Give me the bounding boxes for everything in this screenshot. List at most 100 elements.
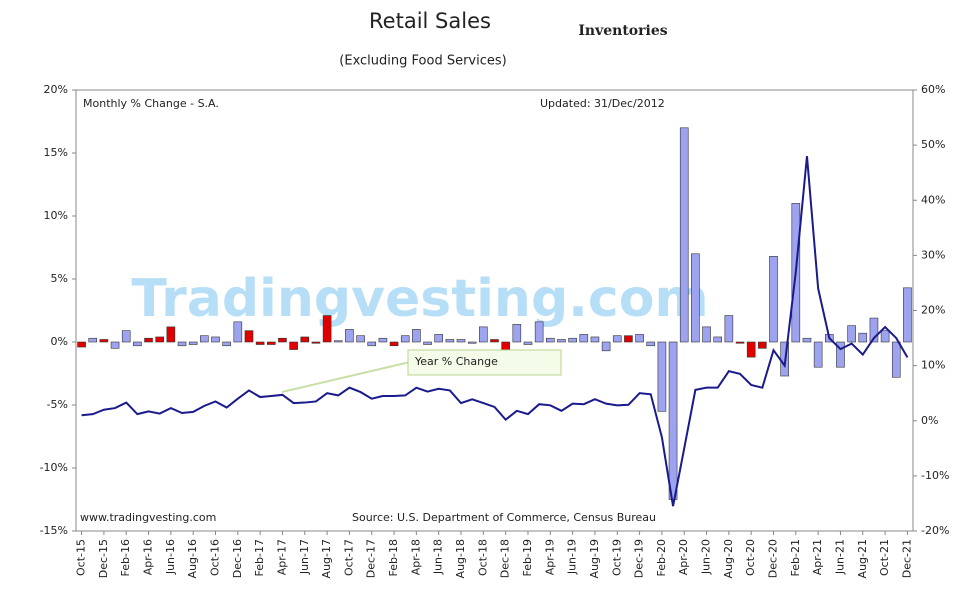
bar	[523, 341, 533, 345]
y2-tick-label: 30%	[921, 248, 945, 261]
x-tick-label: Feb-19	[521, 539, 534, 576]
y2-tick-label: 40%	[921, 193, 945, 206]
bar	[557, 339, 566, 343]
bar	[423, 341, 432, 345]
bar	[668, 341, 678, 500]
source-note: Source: U.S. Department of Commerce, Cen…	[352, 511, 656, 524]
x-tick-label: Oct-16	[209, 539, 222, 576]
x-tick-label: Dec-18	[499, 539, 512, 578]
bar	[367, 341, 377, 347]
bar	[891, 341, 901, 378]
x-tick-label: Apr-20	[677, 539, 690, 575]
x-tick-label: Dec-15	[97, 539, 110, 578]
bar	[345, 329, 354, 343]
bar	[244, 330, 254, 343]
bar	[322, 315, 332, 343]
bar	[200, 335, 209, 343]
bar	[691, 253, 700, 343]
y2-tick-label: -10%	[921, 469, 949, 482]
bar	[166, 326, 176, 343]
bar	[858, 332, 868, 343]
x-tick-label: Apr-16	[142, 539, 155, 575]
x-tick-label: Oct-19	[610, 539, 623, 576]
bar	[356, 335, 365, 343]
x-tick-label: Dec-19	[633, 539, 646, 578]
bar	[601, 341, 611, 352]
bar	[77, 341, 86, 348]
bar	[233, 321, 243, 343]
chart-title: Retail Sales	[369, 9, 491, 33]
bar	[713, 336, 723, 343]
y2-tick-label: 60%	[921, 83, 945, 96]
x-tick-label: Apr-18	[409, 539, 422, 575]
x-tick-label: Apr-19	[543, 539, 556, 575]
bar	[144, 337, 153, 343]
bar	[188, 341, 198, 345]
bar	[568, 337, 577, 343]
x-tick-label: Apr-17	[275, 539, 288, 575]
bar	[278, 337, 287, 343]
bar	[646, 341, 656, 347]
x-tick-label: Jun-17	[298, 539, 311, 575]
bar	[512, 324, 522, 343]
bar	[847, 325, 856, 343]
bar	[467, 341, 477, 344]
bar	[412, 329, 421, 343]
x-tick-label: Jun-21	[833, 539, 846, 575]
y-tick-label: 10%	[44, 209, 68, 222]
website-note: www.tradingvesting.com	[80, 511, 216, 524]
y-tick-label: 20%	[44, 83, 68, 96]
bar	[211, 336, 220, 343]
bar	[289, 341, 298, 350]
bar	[400, 335, 410, 343]
bar	[300, 336, 310, 343]
x-tick-label: Feb-16	[119, 539, 132, 576]
bar	[545, 337, 555, 343]
bar	[133, 341, 142, 347]
x-tick-label: Dec-16	[231, 539, 244, 578]
bar	[769, 256, 778, 343]
bar	[679, 127, 689, 343]
x-tick-label: Jun-18	[432, 539, 445, 575]
y-tick-label: 15%	[44, 146, 68, 159]
x-tick-label: Aug-19	[588, 539, 601, 578]
x-tick-label: Oct-18	[476, 539, 489, 576]
x-tick-label: Aug-20	[722, 539, 735, 578]
bar	[702, 326, 711, 343]
bar	[88, 337, 98, 343]
side-title: Inventories	[578, 23, 667, 39]
watermark: Tradingvesting.com	[131, 269, 708, 329]
y-tick-label: -5%	[47, 398, 68, 411]
bar	[445, 339, 455, 343]
y2-tick-label: -20%	[921, 524, 949, 537]
x-tick-label: Jun-20	[700, 539, 713, 575]
x-tick-label: Feb-21	[789, 539, 802, 576]
bar	[657, 341, 667, 412]
bar	[880, 330, 890, 343]
x-tick-label: Apr-21	[811, 539, 824, 575]
bar	[735, 341, 745, 344]
bar	[155, 336, 164, 343]
bar	[813, 341, 823, 368]
x-tick-label: Aug-18	[454, 539, 467, 578]
x-tick-label: Oct-20	[744, 539, 757, 576]
bar	[590, 336, 600, 343]
bar	[333, 340, 343, 343]
x-tick-label: Aug-17	[320, 539, 333, 578]
x-tick-label: Feb-17	[253, 539, 266, 576]
bar	[612, 335, 622, 343]
bar	[177, 341, 187, 347]
bar	[579, 334, 589, 343]
y2-tick-label: 10%	[921, 359, 945, 372]
x-tick-label: Feb-20	[655, 539, 668, 576]
x-tick-label: Dec-21	[900, 539, 913, 578]
x-tick-label: Oct-21	[878, 539, 891, 576]
y2-tick-label: 20%	[921, 304, 945, 317]
bar	[724, 315, 734, 343]
bar	[490, 339, 499, 343]
bar	[746, 341, 756, 358]
callout-pointer	[281, 361, 411, 393]
x-tick-label: Oct-15	[75, 539, 88, 576]
x-tick-label: Dec-20	[767, 539, 780, 578]
